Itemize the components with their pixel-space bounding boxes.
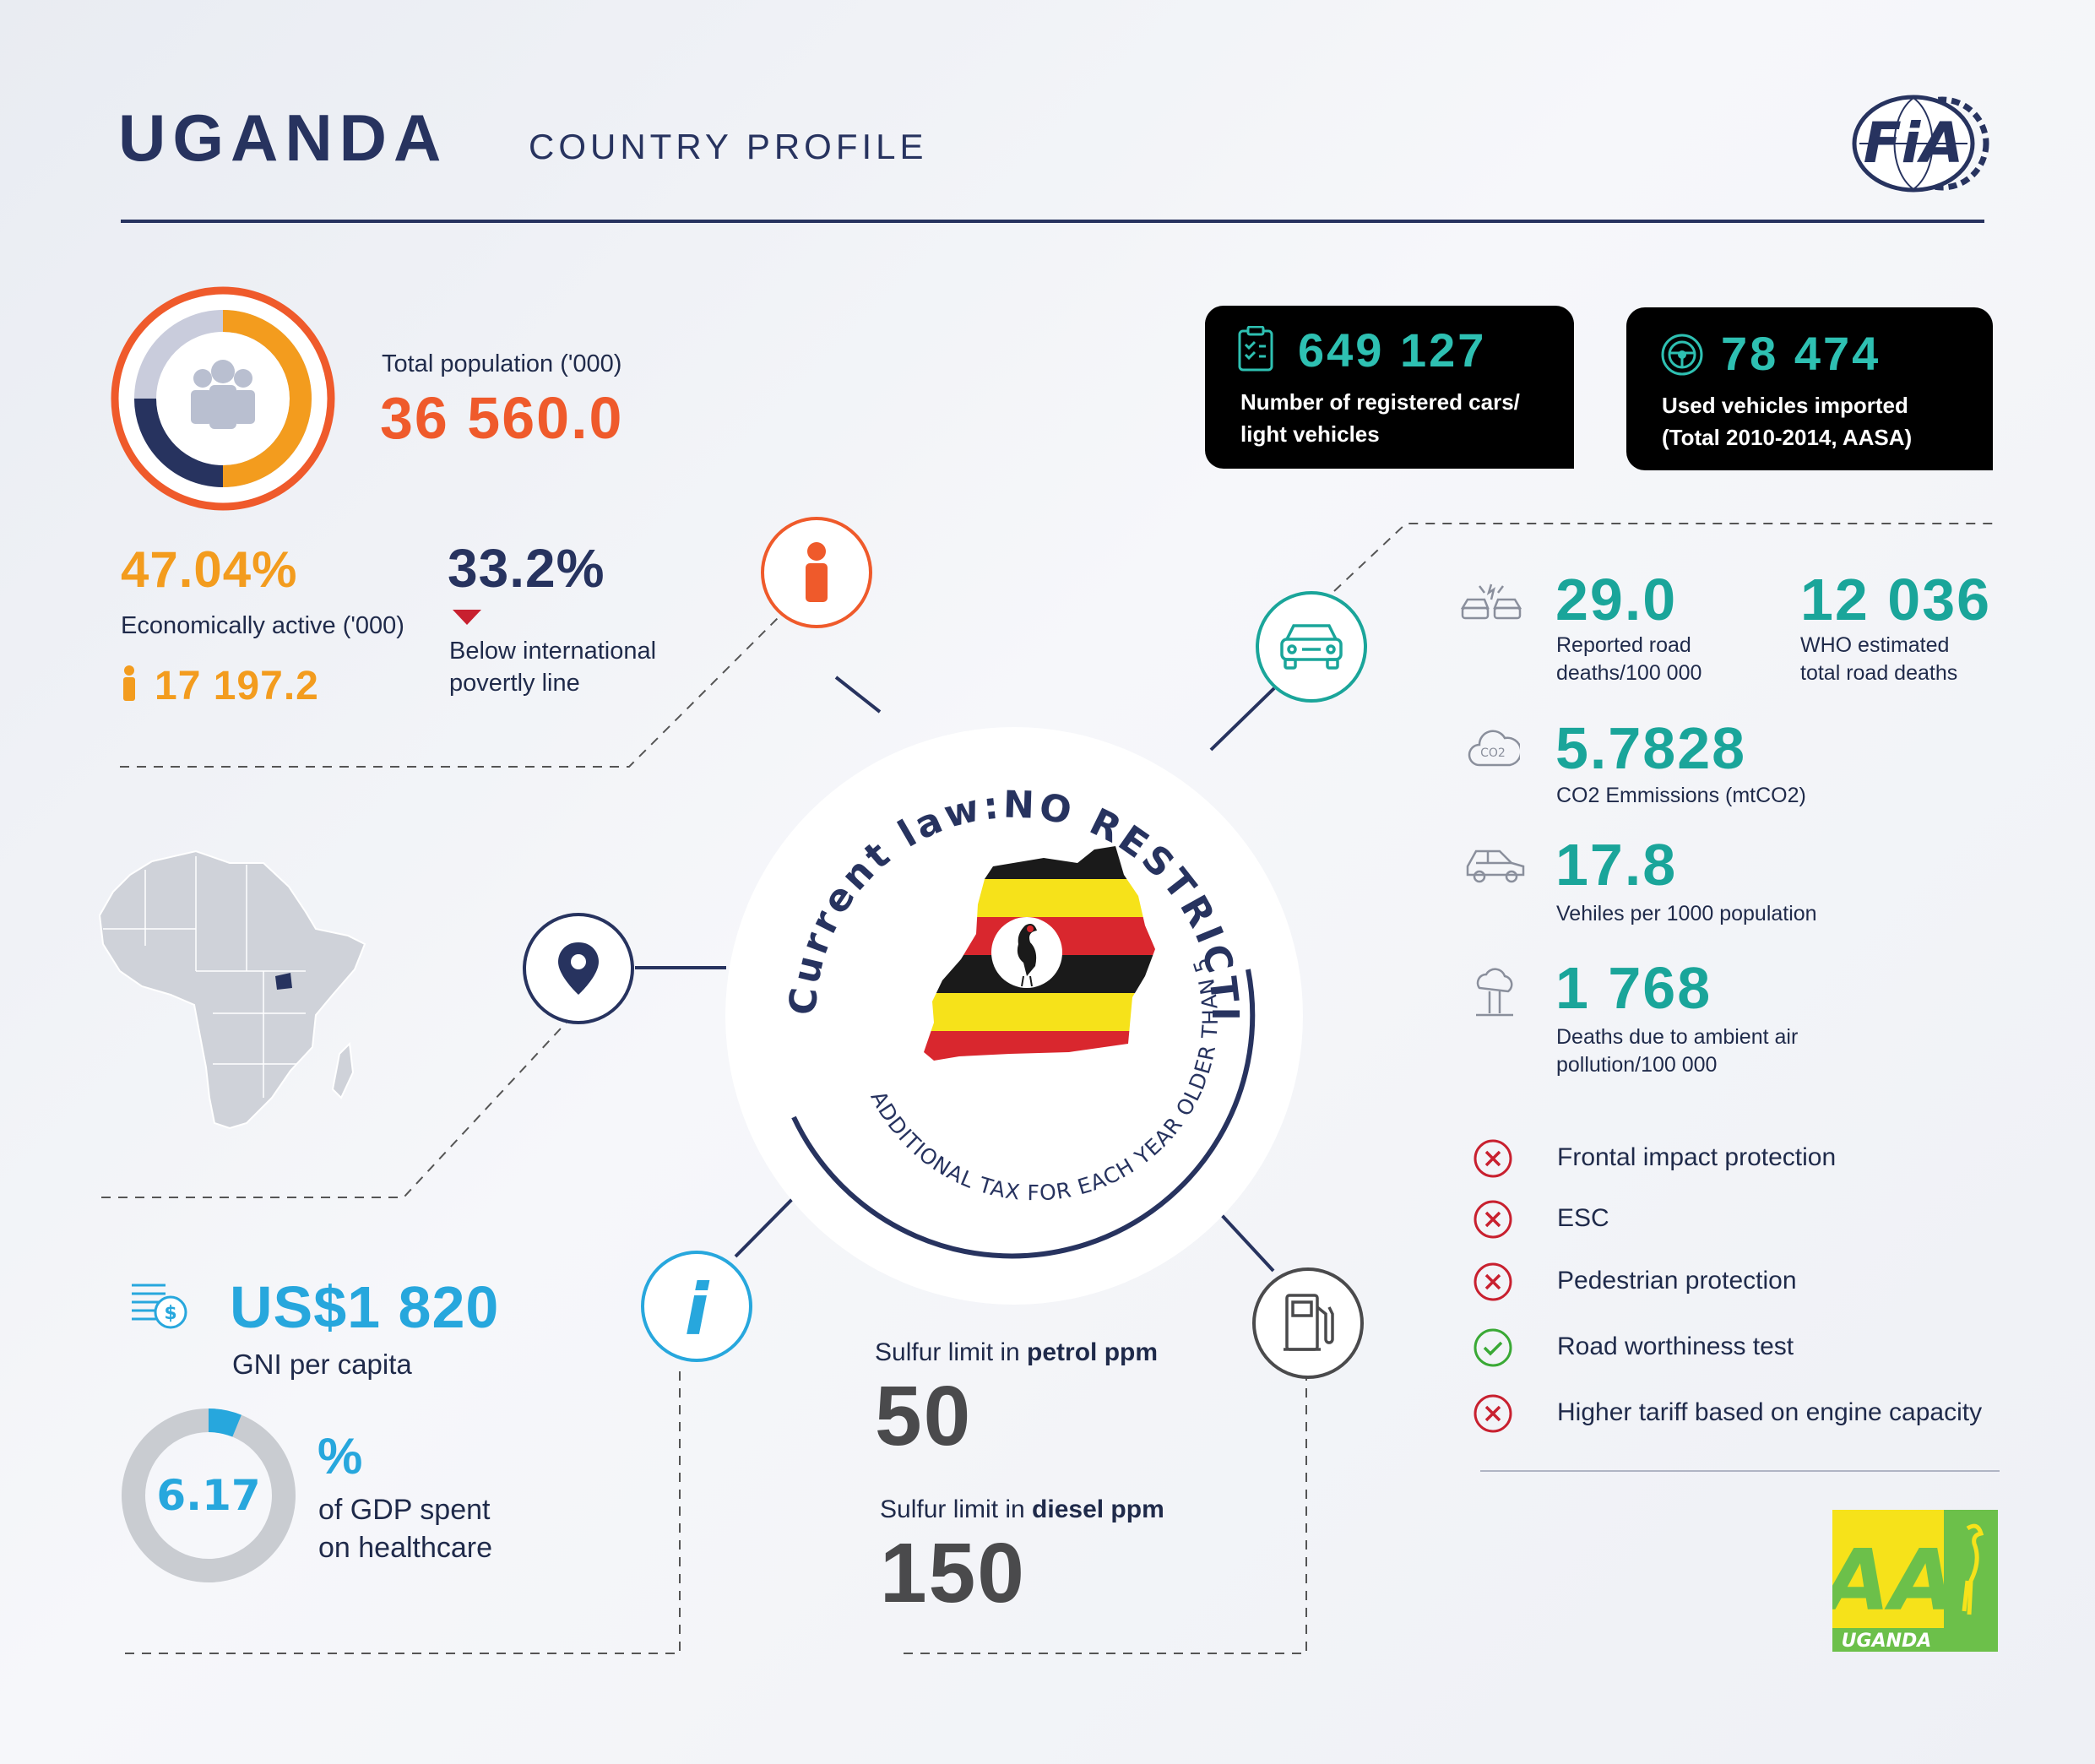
registered-cars-label-line2: light vehicles bbox=[1240, 421, 1380, 447]
uganda-highlight bbox=[275, 973, 292, 990]
economic-label: Economically active ('000) bbox=[121, 612, 404, 639]
used-imported-card: 78 474 Used vehicles imported (Total 201… bbox=[1626, 307, 1993, 470]
sulfur-petrol-value: 50 bbox=[875, 1369, 973, 1463]
checklist-label: Road worthiness test bbox=[1557, 1332, 1794, 1360]
population-donut bbox=[111, 286, 335, 511]
used-imported-label-line1: Used vehicles imported bbox=[1662, 393, 1908, 418]
svg-text:$: $ bbox=[164, 1303, 176, 1324]
population-value: 36 560.0 bbox=[380, 385, 624, 451]
page-title: UGANDA bbox=[118, 100, 448, 175]
health-label-line1: of GDP spent bbox=[318, 1494, 491, 1526]
registered-cars-value: 649 127 bbox=[1298, 323, 1487, 377]
x-circle-icon bbox=[1474, 1394, 1512, 1433]
x-circle-icon bbox=[1474, 1139, 1512, 1178]
info-icon: i bbox=[685, 1268, 710, 1351]
aa-uganda-logo: AA UGANDA bbox=[1832, 1510, 1998, 1652]
person-node bbox=[761, 517, 872, 628]
gni-value: US$1 820 bbox=[230, 1274, 500, 1340]
who-deaths-label-line1: WHO estimated bbox=[1800, 633, 1950, 657]
used-imported-value: 78 474 bbox=[1721, 327, 1881, 380]
car-crash-icon bbox=[1460, 583, 1522, 620]
x-circle-icon bbox=[1474, 1262, 1512, 1301]
population-label: Total population ('000) bbox=[382, 350, 622, 377]
who-deaths-label: WHO estimated total road deaths bbox=[1800, 632, 1957, 687]
air-pollution-label: Deaths due to ambient air pollution/100 … bbox=[1556, 1023, 1798, 1079]
poverty-percent: 33.2% bbox=[448, 538, 605, 599]
road-deaths-label-line2: deaths/100 000 bbox=[1556, 661, 1702, 685]
road-deaths-value: 29.0 bbox=[1555, 567, 1678, 632]
car-icon bbox=[1280, 624, 1343, 670]
health-donut-value: 6.17 bbox=[156, 1471, 260, 1520]
car-node bbox=[1256, 591, 1367, 703]
poverty-label-line1: Below international bbox=[449, 638, 657, 665]
vehicles-per-1000-label: Vehiles per 1000 population bbox=[1556, 902, 1817, 925]
pollution-icon bbox=[1476, 968, 1513, 1017]
center-disc: Current law:NO RESTRICTIONS ADDITIONAL T… bbox=[723, 725, 1303, 1305]
check-circle-icon bbox=[1474, 1328, 1512, 1367]
co2-label: CO2 Emmissions (mtCO2) bbox=[1556, 784, 1806, 807]
sulfur-petrol-label-bold: petrol ppm bbox=[1027, 1338, 1159, 1366]
checklist-label: ESC bbox=[1557, 1204, 1609, 1232]
sulfur-petrol-label-prefix: Sulfur limit in bbox=[875, 1338, 1028, 1366]
sulfur-diesel-label-prefix: Sulfur limit in bbox=[880, 1495, 1033, 1523]
economic-percent: 47.04% bbox=[121, 541, 298, 598]
vehicles-per-1000-value: 17.8 bbox=[1555, 832, 1678, 898]
africa-map bbox=[98, 849, 366, 1130]
poverty-label: Below international povertly line bbox=[449, 635, 656, 700]
fuel-pump-icon bbox=[1284, 1294, 1334, 1351]
sulfur-diesel-label: Sulfur limit in diesel ppm bbox=[880, 1493, 1164, 1527]
checklist-icon bbox=[1238, 326, 1273, 372]
down-arrow-icon bbox=[453, 610, 481, 625]
air-pollution-label-line1: Deaths due to ambient air bbox=[1556, 1025, 1799, 1049]
economic-value: 17 197.2 bbox=[155, 664, 319, 708]
used-imported-label: Used vehicles imported (Total 2010-2014,… bbox=[1662, 390, 1912, 453]
sulfur-petrol-label: Sulfur limit in petrol ppm bbox=[875, 1336, 1158, 1370]
registered-cars-label: Number of registered cars/ light vehicle… bbox=[1240, 387, 1520, 450]
health-label-line2: on healthcare bbox=[318, 1531, 493, 1564]
checklist-label: Higher tariff based on engine capacity bbox=[1557, 1398, 1983, 1426]
svg-text:FiA: FiA bbox=[1864, 111, 1964, 176]
poverty-label-line2: povertly line bbox=[449, 670, 580, 697]
used-imported-label-line2: (Total 2010-2014, AASA) bbox=[1662, 424, 1913, 450]
svg-text:UGANDA: UGANDA bbox=[1842, 1631, 1932, 1652]
health-label: of GDP spent on healthcare bbox=[318, 1491, 492, 1567]
registered-cars-label-line1: Number of registered cars/ bbox=[1240, 389, 1520, 415]
sulfur-diesel-value: 150 bbox=[880, 1526, 1026, 1620]
air-pollution-label-line2: pollution/100 000 bbox=[1556, 1053, 1718, 1077]
fia-logo: FiA bbox=[1852, 95, 1989, 193]
svg-text:CO2: CO2 bbox=[1480, 746, 1506, 760]
air-pollution-value: 1 768 bbox=[1555, 955, 1712, 1021]
who-deaths-label-line2: total road deaths bbox=[1800, 661, 1958, 685]
health-unit: % bbox=[318, 1428, 364, 1484]
page-subtitle: COUNTRY PROFILE bbox=[529, 127, 928, 166]
coins-icon: $ bbox=[132, 1284, 187, 1329]
steering-wheel-icon bbox=[1661, 334, 1703, 376]
checklist-label: Frontal impact protection bbox=[1557, 1143, 1837, 1171]
person-icon bbox=[123, 665, 135, 701]
header-divider bbox=[121, 220, 1984, 223]
info-node: i bbox=[641, 1251, 752, 1362]
fuel-node bbox=[1252, 1267, 1364, 1379]
sulfur-diesel-label-bold: diesel ppm bbox=[1032, 1495, 1164, 1523]
road-deaths-label: Reported road deaths/100 000 bbox=[1556, 632, 1702, 687]
health-donut: 6.17 bbox=[122, 1408, 296, 1582]
co2-value: 5.7828 bbox=[1555, 715, 1747, 781]
x-circle-icon bbox=[1474, 1200, 1512, 1239]
vehicle-icon bbox=[1466, 849, 1525, 883]
who-deaths-value: 12 036 bbox=[1800, 567, 1992, 632]
checklist-label: Pedestrian protection bbox=[1557, 1267, 1797, 1295]
co2-cloud-icon: CO2 bbox=[1468, 730, 1520, 767]
svg-text:AA: AA bbox=[1832, 1531, 1955, 1630]
people-icon bbox=[191, 360, 255, 429]
road-deaths-label-line1: Reported road bbox=[1556, 633, 1691, 657]
registered-cars-card: 649 127 Number of registered cars/ light… bbox=[1205, 306, 1574, 469]
location-node bbox=[523, 913, 634, 1024]
gni-label: GNI per capita bbox=[232, 1349, 412, 1380]
